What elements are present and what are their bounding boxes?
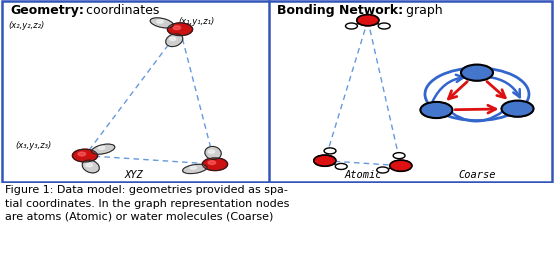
Circle shape <box>393 153 405 159</box>
Circle shape <box>204 159 225 170</box>
Ellipse shape <box>82 160 99 173</box>
Text: graph: graph <box>402 4 442 17</box>
Circle shape <box>99 146 105 150</box>
Circle shape <box>170 24 191 35</box>
Circle shape <box>501 101 534 117</box>
Ellipse shape <box>183 165 206 173</box>
Circle shape <box>74 150 96 161</box>
Text: Bonding Network:: Bonding Network: <box>276 4 403 17</box>
Circle shape <box>78 152 86 156</box>
Circle shape <box>324 148 336 154</box>
Ellipse shape <box>91 144 115 154</box>
Ellipse shape <box>167 35 182 46</box>
Text: (x₃,y₃,z₃): (x₃,y₃,z₃) <box>15 141 52 150</box>
Text: (x₁,y₁,z₁): (x₁,y₁,z₁) <box>178 17 214 26</box>
Ellipse shape <box>206 147 220 159</box>
Text: Coarse: Coarse <box>458 170 496 180</box>
Circle shape <box>173 26 181 30</box>
Ellipse shape <box>151 18 173 27</box>
Circle shape <box>390 160 412 171</box>
Ellipse shape <box>166 34 183 46</box>
Ellipse shape <box>150 18 173 28</box>
Ellipse shape <box>206 147 220 159</box>
Text: Geometry:: Geometry: <box>10 4 84 17</box>
Circle shape <box>346 23 357 29</box>
Circle shape <box>73 149 98 162</box>
Circle shape <box>208 150 215 153</box>
Ellipse shape <box>184 165 206 173</box>
Circle shape <box>74 150 96 161</box>
Text: coordinates: coordinates <box>82 4 160 17</box>
Text: XYZ: XYZ <box>125 170 143 180</box>
Ellipse shape <box>93 145 113 153</box>
Circle shape <box>208 161 216 165</box>
Circle shape <box>168 24 191 35</box>
Circle shape <box>357 15 379 26</box>
Ellipse shape <box>152 18 172 27</box>
Ellipse shape <box>83 161 98 172</box>
Ellipse shape <box>183 164 207 174</box>
Circle shape <box>335 164 347 169</box>
Circle shape <box>157 20 163 23</box>
Circle shape <box>86 164 93 167</box>
Circle shape <box>420 102 453 118</box>
Ellipse shape <box>205 146 221 160</box>
Circle shape <box>75 151 95 161</box>
Circle shape <box>170 37 176 41</box>
Circle shape <box>377 167 389 173</box>
Circle shape <box>314 155 336 166</box>
Ellipse shape <box>93 144 114 154</box>
Circle shape <box>202 158 228 171</box>
Circle shape <box>190 166 197 169</box>
Circle shape <box>167 23 193 36</box>
Circle shape <box>378 23 390 29</box>
Circle shape <box>461 65 493 81</box>
Text: Atomic: Atomic <box>344 170 382 180</box>
Text: (x₂,y₂,z₂): (x₂,y₂,z₂) <box>8 21 44 30</box>
Circle shape <box>170 24 190 34</box>
Circle shape <box>204 158 227 170</box>
Text: Figure 1: Data model: geometries provided as spa-
tial coordinates. In the graph: Figure 1: Data model: geometries provide… <box>5 185 289 222</box>
FancyBboxPatch shape <box>2 1 552 182</box>
Circle shape <box>205 159 225 169</box>
Ellipse shape <box>166 34 182 46</box>
Ellipse shape <box>83 160 99 172</box>
